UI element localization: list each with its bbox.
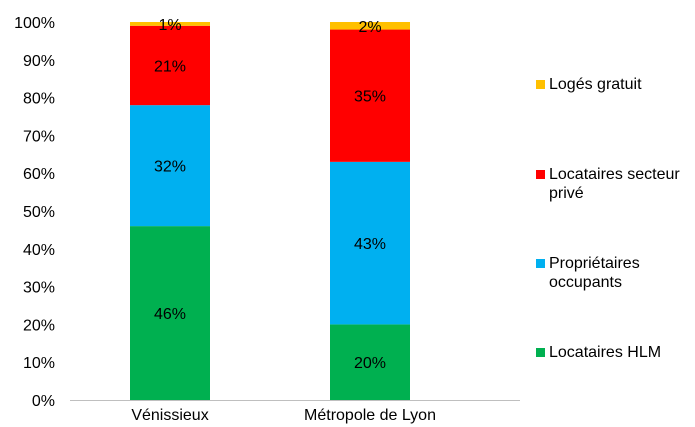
stacked-bar-chart: 0% 10% 20% 30% 40% 50% 60% 70% 80% 90% 100% 46% 32% 2… (14, 15, 520, 424)
y-tick-label: 90% (23, 53, 55, 70)
legend-item-locataires-secteur-prive: Locataires secteur privé (536, 165, 695, 203)
y-tick-label: 0% (32, 393, 55, 410)
y-tick-label: 30% (23, 280, 55, 297)
y-tick-label: 80% (23, 91, 55, 108)
data-label: 35% (354, 89, 386, 106)
y-tick-label: 100% (14, 15, 55, 32)
y-tick-label: 60% (23, 166, 55, 183)
legend-label: Logés gratuit (549, 76, 642, 93)
data-label: 2% (358, 19, 381, 36)
y-tick-label: 10% (23, 355, 55, 372)
legend-swatch-loges-gratuit (536, 80, 545, 89)
y-tick-label: 50% (23, 204, 55, 221)
bar-segment (330, 161, 410, 325)
x-category-label: Vénissieux (131, 407, 208, 424)
bar-segment (330, 22, 410, 30)
bar-segment (130, 105, 210, 227)
y-tick-label: 40% (23, 242, 55, 259)
y-tick-label: 70% (23, 128, 55, 145)
legend-item-locataires-hlm: Locataires HLM (536, 343, 695, 362)
data-label: 32% (154, 159, 186, 176)
legend-swatch-locataires-hlm (536, 348, 545, 357)
legend-item-loges-gratuit: Logés gratuit (536, 75, 695, 94)
data-label: 21% (154, 58, 186, 75)
bar-segment (130, 25, 210, 106)
legend-swatch-proprietaires-occupants (536, 259, 545, 268)
bar-segment (330, 324, 410, 400)
y-tick-label: 20% (23, 317, 55, 334)
data-label: 46% (154, 306, 186, 323)
legend-label: Locataires HLM (549, 344, 662, 361)
data-label: 1% (158, 17, 181, 34)
bar-segment (330, 29, 410, 162)
legend-label: Locataires secteur privé (549, 166, 680, 202)
bar-segment (130, 226, 210, 400)
legend-label: Propriétaires occupants (549, 255, 640, 291)
legend-swatch-locataires-secteur-prive (536, 170, 545, 179)
x-category-label: Métropole de Lyon (304, 407, 436, 424)
legend-item-proprietaires-occupants: Propriétaires occupants (536, 254, 695, 292)
bar-segment (130, 22, 210, 26)
chart-legend: Logés gratuit Locataires secteur privé P… (536, 0, 695, 427)
data-label: 20% (354, 355, 386, 372)
data-label: 43% (354, 236, 386, 253)
